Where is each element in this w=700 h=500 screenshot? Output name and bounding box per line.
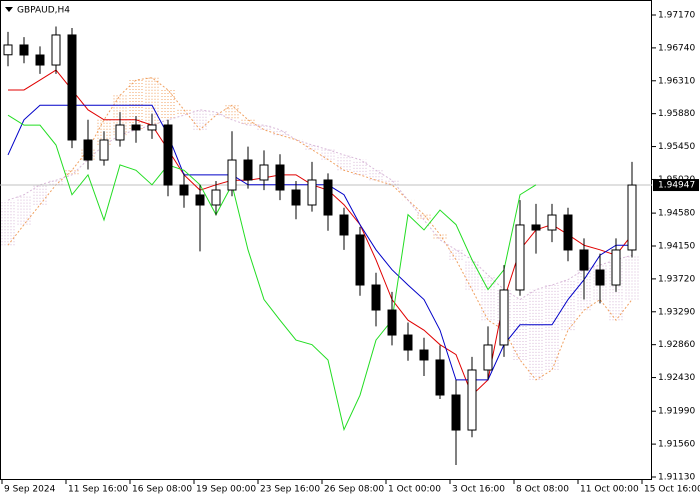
candle-body bbox=[547, 214, 557, 231]
indicator-line bbox=[7, 114, 537, 432]
candle-body bbox=[419, 349, 429, 361]
candle-body bbox=[355, 234, 365, 286]
candle-body bbox=[467, 369, 477, 431]
y-tick-label: 1.91990 bbox=[658, 407, 695, 417]
x-tick-label: 26 Sep 08:00 bbox=[324, 485, 384, 495]
x-tick-label: 23 Sep 16:00 bbox=[260, 485, 320, 495]
candle-body bbox=[483, 344, 493, 371]
y-tick-label: 1.95880 bbox=[658, 109, 695, 119]
candle-body bbox=[435, 359, 445, 396]
plot-frame bbox=[0, 0, 652, 480]
span-a-line bbox=[7, 77, 633, 381]
candle-body bbox=[211, 189, 221, 206]
candle-body bbox=[259, 164, 269, 181]
current-price-label: 1.94947 bbox=[658, 181, 695, 191]
candle-body bbox=[515, 224, 525, 291]
y-tick-label: 1.92430 bbox=[658, 373, 695, 383]
candle-body bbox=[595, 269, 605, 286]
candle-body bbox=[403, 334, 413, 351]
y-tick-label: 1.97170 bbox=[658, 11, 695, 21]
candle-body bbox=[67, 34, 77, 141]
candle-body bbox=[83, 139, 93, 161]
candle-body bbox=[243, 159, 253, 181]
candle-body bbox=[275, 164, 285, 191]
y-tick-label: 1.94580 bbox=[658, 209, 695, 219]
candle-body bbox=[19, 44, 29, 56]
indicator-line bbox=[7, 104, 632, 381]
x-tick-label: 11 Oct 00:00 bbox=[580, 485, 639, 495]
candle-body bbox=[131, 124, 141, 131]
x-tick-label: 15 Oct 16:00 bbox=[644, 485, 700, 495]
y-tick-label: 1.93290 bbox=[658, 307, 695, 317]
x-tick-label: 16 Sep 08:00 bbox=[132, 485, 192, 495]
candle-body bbox=[499, 289, 509, 346]
candle-body bbox=[611, 249, 621, 286]
candle-body bbox=[451, 394, 461, 431]
current-price-box bbox=[653, 179, 699, 192]
symbol-menu-icon[interactable] bbox=[5, 7, 13, 12]
x-tick-label: 1 Oct 00:00 bbox=[388, 485, 441, 495]
y-tick-label: 1.93720 bbox=[658, 274, 695, 284]
candle-body bbox=[195, 194, 205, 206]
candle-body bbox=[627, 184, 637, 251]
candle-body bbox=[3, 44, 13, 56]
candle-body bbox=[147, 124, 157, 131]
candle-body bbox=[115, 124, 125, 141]
candle-body bbox=[371, 284, 381, 311]
candle-body bbox=[579, 249, 589, 271]
y-tick-label: 1.94150 bbox=[658, 242, 695, 252]
candle-body bbox=[563, 214, 573, 251]
candle-body bbox=[307, 179, 317, 206]
candle-body bbox=[99, 139, 109, 161]
candle-body bbox=[323, 179, 333, 216]
x-tick-label: 3 Oct 16:00 bbox=[452, 485, 505, 495]
x-tick-label: 19 Sep 00:00 bbox=[196, 485, 256, 495]
x-tick-label: 11 Sep 16:00 bbox=[68, 485, 128, 495]
candle-body bbox=[35, 54, 45, 66]
y-tick-label: 1.92860 bbox=[658, 340, 695, 350]
indicator-line bbox=[8, 69, 633, 397]
candle-body bbox=[227, 159, 237, 191]
candle-body bbox=[291, 189, 301, 206]
candle-body bbox=[531, 224, 541, 231]
y-tick-label: 1.96740 bbox=[658, 43, 695, 53]
x-tick-label: 8 Oct 08:00 bbox=[516, 485, 569, 495]
candle-body bbox=[179, 184, 189, 196]
y-tick-label: 1.95450 bbox=[658, 142, 695, 152]
y-tick-label: 1.96310 bbox=[658, 76, 695, 86]
span-b-line bbox=[7, 109, 633, 301]
candle-body bbox=[387, 309, 397, 336]
y-tick-label: 1.91560 bbox=[658, 440, 695, 450]
candle-body bbox=[51, 34, 61, 66]
y-tick-label: 1.91130 bbox=[658, 473, 695, 483]
chart-title: GBPAUD,H4 bbox=[17, 6, 70, 16]
candle-body bbox=[163, 124, 173, 186]
candle-body bbox=[339, 214, 349, 236]
x-tick-label: 9 Sep 2024 bbox=[4, 485, 56, 495]
